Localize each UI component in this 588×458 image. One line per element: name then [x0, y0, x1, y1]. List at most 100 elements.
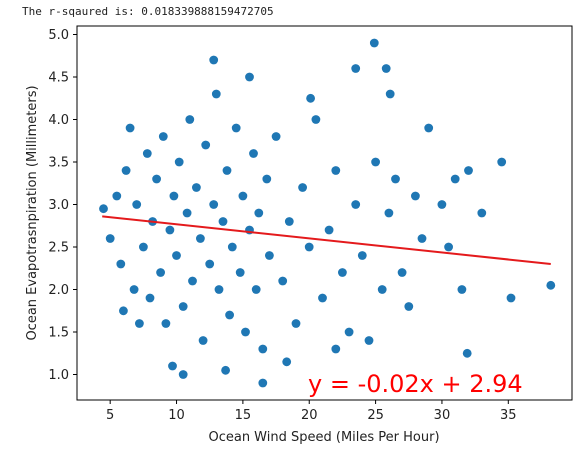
- scatter-point: [417, 234, 427, 243]
- scatter-point: [311, 115, 321, 124]
- scatter-point: [182, 208, 192, 218]
- scatter-point: [116, 259, 126, 269]
- x-tick-label: 5: [106, 408, 114, 423]
- scatter-point: [112, 191, 122, 201]
- scatter-point: [156, 268, 166, 277]
- x-tick-label: 30: [434, 408, 451, 423]
- scatter-point: [411, 191, 420, 201]
- scatter-point: [444, 242, 453, 252]
- scatter-point: [377, 285, 387, 294]
- scatter-point: [318, 293, 327, 303]
- regression-equation: y = -0.02x + 2.94: [308, 370, 523, 398]
- regression-line: [102, 215, 551, 265]
- y-ticks: 1.0 1.5 2.0 2.5 3.0 3.5 4.0 4.5 5.0: [48, 28, 77, 383]
- y-tick-label: 1.5: [48, 326, 69, 341]
- scatter-point: [477, 208, 487, 218]
- scatter-point: [214, 285, 224, 294]
- scatter-point: [129, 285, 139, 294]
- scatter-point: [344, 327, 354, 337]
- scatter-point: [324, 225, 334, 235]
- scatter-point: [209, 55, 219, 65]
- scatter-point: [158, 132, 168, 141]
- scatter-point: [172, 251, 181, 260]
- scatter-point: [424, 123, 434, 133]
- scatter-point: [221, 365, 231, 375]
- scatter-point: [384, 208, 394, 218]
- scatter-point: [178, 370, 188, 379]
- scatter-point: [119, 306, 128, 316]
- scatter-point: [188, 276, 197, 286]
- x-tick-label: 25: [367, 408, 384, 423]
- scatter-point: [245, 72, 254, 82]
- scatter-point: [161, 319, 171, 328]
- scatter-point: [165, 225, 175, 235]
- scatter-point: [457, 285, 467, 294]
- scatter-point: [462, 348, 472, 358]
- scatter-point: [278, 276, 288, 286]
- scatter-point: [271, 132, 281, 141]
- scatter-point: [192, 183, 201, 192]
- scatter-point: [185, 115, 195, 124]
- scatter-point: [139, 242, 148, 252]
- y-tick-label: 1.0: [48, 368, 69, 383]
- scatter-point: [282, 357, 292, 367]
- scatter-point: [169, 191, 179, 201]
- scatter-point: [291, 319, 301, 328]
- scatter-point: [351, 64, 361, 73]
- scatter-point: [235, 268, 245, 277]
- scatter-point: [201, 140, 211, 150]
- scatter-point: [105, 234, 115, 243]
- x-tick-label: 20: [301, 408, 318, 423]
- scatter-point: [304, 242, 314, 252]
- scatter-point: [397, 268, 407, 277]
- scatter-point: [262, 174, 272, 184]
- scatter-point: [351, 200, 361, 209]
- scatter-point: [381, 64, 391, 73]
- x-ticks: 5 10 15 20 25 30 35: [106, 400, 517, 423]
- scatter-point: [404, 302, 414, 311]
- scatter-point: [497, 157, 507, 167]
- scatter-point: [306, 93, 315, 103]
- scatter-point: [231, 123, 241, 133]
- scatter-point: [142, 149, 152, 158]
- scatter-point: [254, 208, 264, 218]
- plot-frame: [76, 25, 573, 401]
- scatter-point: [258, 344, 268, 354]
- scatter-point: [284, 217, 294, 226]
- scatter-point: [168, 361, 177, 371]
- scatter-point: [265, 251, 274, 260]
- y-tick-label: 2.5: [48, 241, 69, 256]
- scatter-point: [298, 183, 307, 192]
- scatter-point: [174, 157, 184, 167]
- y-tick-label: 5.0: [48, 28, 69, 43]
- scatter-point: [205, 259, 215, 269]
- scatter-point: [385, 89, 395, 99]
- y-tick-label: 4.0: [48, 113, 69, 128]
- scatter-point: [371, 157, 380, 167]
- scatter-point: [218, 217, 228, 226]
- scatter-point: [338, 268, 347, 277]
- scatter-point: [121, 166, 131, 175]
- x-tick-label: 10: [168, 408, 185, 423]
- r-squared-output: The r-sqaured is: 0.018339888159472705: [22, 5, 274, 18]
- scatter-point: [364, 336, 374, 345]
- scatter-point: [132, 200, 142, 209]
- scatter-point: [178, 302, 188, 311]
- points-layer: [99, 38, 556, 388]
- scatter-point: [437, 200, 447, 209]
- scatter-point: [506, 293, 516, 303]
- scatter-point: [209, 200, 219, 209]
- scatter-point: [464, 166, 473, 175]
- x-axis-label: Ocean Wind Speed (Miles Per Hour): [208, 430, 439, 445]
- scatter-point: [249, 149, 258, 158]
- scatter-point: [391, 174, 400, 184]
- scatter-point: [546, 280, 556, 290]
- scatter-point: [238, 191, 248, 201]
- scatter-point: [258, 378, 268, 388]
- scatter-point: [198, 336, 208, 345]
- scatter-point: [125, 123, 135, 133]
- scatter-point: [135, 319, 144, 328]
- scatter-point: [331, 166, 341, 175]
- scatter-point: [145, 293, 155, 303]
